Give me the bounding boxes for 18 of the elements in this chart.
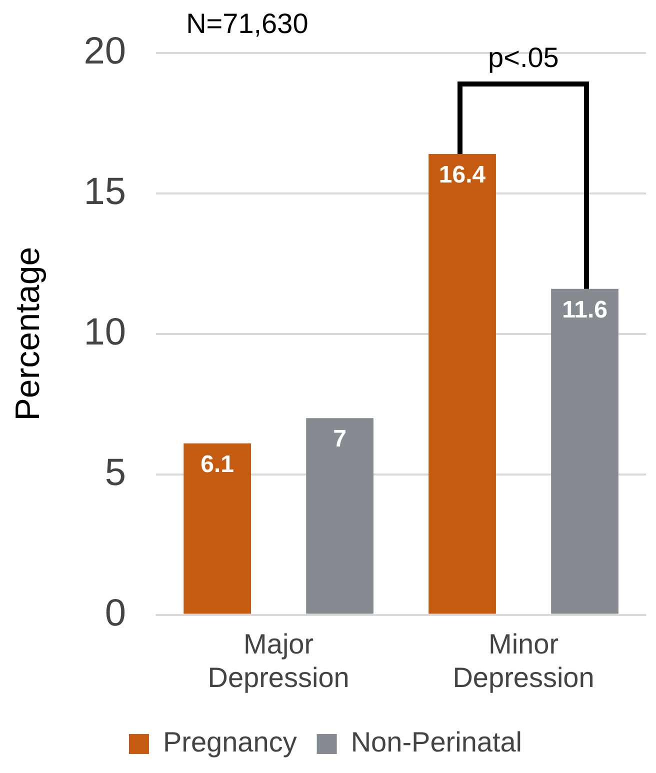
data-label: 6.1: [200, 451, 234, 478]
data-label: 7: [333, 426, 346, 453]
legend-label: Non-Perinatal: [350, 726, 522, 758]
x-tick-label: Minor Depression: [452, 628, 594, 693]
y-tick-label: 10: [84, 311, 126, 354]
legend-label: Pregnancy: [162, 726, 297, 758]
data-label: 16.4: [438, 162, 486, 189]
y-tick-label: 15: [84, 170, 126, 213]
x-tick-label: Major Depression: [208, 628, 350, 693]
text: N=71,630: [186, 8, 308, 40]
y-axis-title: Percentage: [8, 246, 47, 421]
y-tick-label: 0: [104, 592, 126, 634]
y-tick-label: 20: [84, 30, 126, 72]
data-label: 11.6: [562, 296, 608, 324]
bar: [306, 418, 374, 614]
y-tick-label: 5: [104, 452, 126, 494]
bar: [184, 443, 251, 614]
annotation: p<.05: [488, 42, 559, 74]
